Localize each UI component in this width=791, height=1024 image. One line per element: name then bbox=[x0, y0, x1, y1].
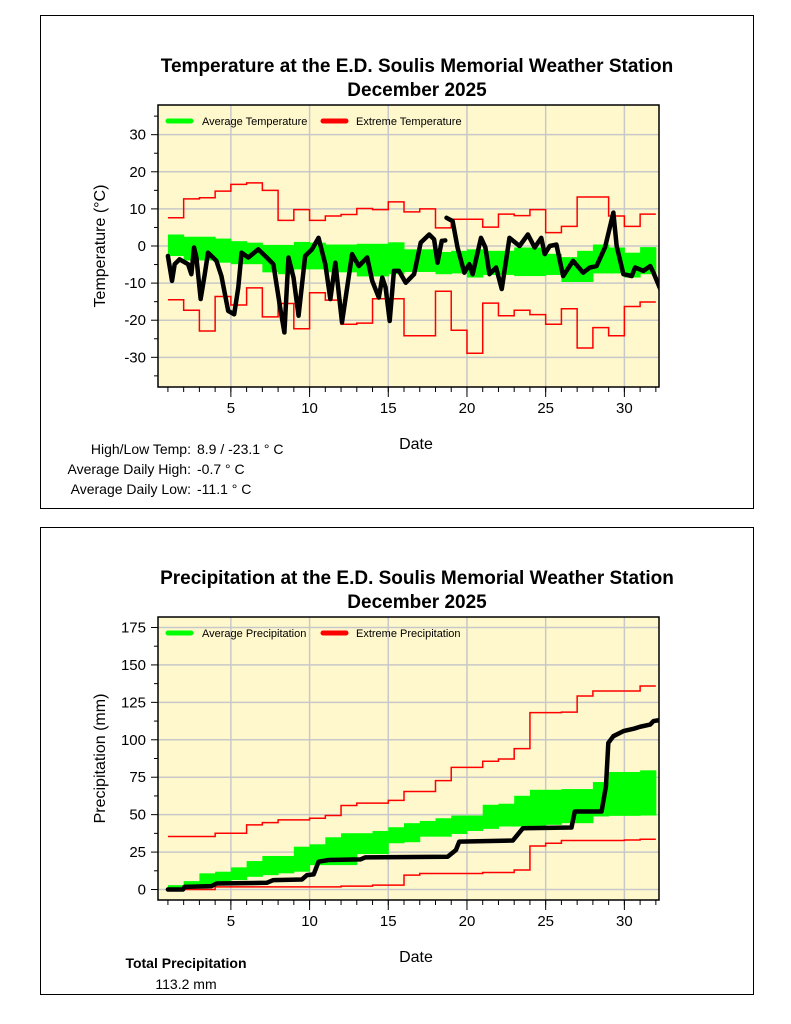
y-axis-label: Precipitation (mm) bbox=[92, 694, 109, 824]
average-band-day-20 bbox=[466, 815, 484, 831]
y-tick-label: 0 bbox=[138, 238, 146, 255]
precipitation-chart: Precipitation at the E.D. Soulis Memoria… bbox=[92, 568, 674, 992]
plot-border bbox=[157, 616, 660, 901]
average-band-day-16 bbox=[404, 823, 421, 843]
y-tick-label: 0 bbox=[138, 882, 146, 899]
y-tick-label: 30 bbox=[129, 127, 146, 144]
extreme-low-line bbox=[167, 287, 656, 354]
x-tick-label: 15 bbox=[380, 913, 397, 930]
chart-title: Precipitation at the E.D. Soulis Memoria… bbox=[160, 568, 674, 589]
chart-subtitle: December 2025 bbox=[347, 80, 487, 101]
observed-line bbox=[444, 210, 659, 292]
stat-value: -11.1 ° C bbox=[197, 481, 251, 497]
legend-label-average: Average Temperature bbox=[202, 116, 307, 128]
average-band-day-30 bbox=[624, 771, 641, 816]
extreme-high-line bbox=[167, 182, 656, 234]
average-band-day-13 bbox=[356, 833, 374, 855]
y-tick-label: -10 bbox=[124, 275, 146, 292]
observed-line bbox=[165, 232, 448, 335]
average-band-day-14 bbox=[372, 830, 389, 855]
plot-border bbox=[157, 104, 660, 388]
average-band-day-18 bbox=[435, 818, 452, 837]
total-precipitation-label: Total Precipitation bbox=[125, 955, 246, 971]
average-band-day-25 bbox=[545, 789, 562, 825]
plot-area bbox=[158, 617, 659, 900]
average-band-day-23 bbox=[514, 247, 531, 277]
stat-label: Average Daily High: bbox=[68, 461, 191, 477]
stat-value: 8.9 / -23.1 ° C bbox=[197, 441, 284, 457]
y-tick-label: 10 bbox=[129, 201, 146, 218]
legend-label-extreme: Extreme Temperature bbox=[356, 116, 462, 128]
extreme-low-line bbox=[167, 838, 656, 891]
extreme-high-line bbox=[167, 685, 656, 838]
y-axis-label: Temperature (°C) bbox=[92, 185, 109, 308]
stat-label: Average Daily Low: bbox=[71, 481, 191, 497]
average-band-day-23 bbox=[514, 795, 531, 827]
x-tick-label: 30 bbox=[616, 913, 633, 930]
average-band-day-14 bbox=[372, 243, 389, 277]
average-band-day-6 bbox=[246, 861, 263, 877]
y-tick-label: 175 bbox=[121, 619, 146, 636]
y-tick-label: 125 bbox=[121, 694, 146, 711]
y-tick-label: 20 bbox=[129, 164, 146, 181]
x-tick-label: 25 bbox=[537, 400, 554, 417]
x-tick-label: 10 bbox=[301, 400, 318, 417]
average-band-day-7 bbox=[262, 855, 279, 876]
temperature-chart: Temperature at the E.D. Soulis Memorial … bbox=[68, 56, 674, 497]
average-band-day-19 bbox=[451, 815, 468, 834]
x-tick-label: 10 bbox=[301, 913, 318, 930]
average-band-day-24 bbox=[529, 789, 547, 826]
average-band-day-30 bbox=[624, 252, 641, 278]
total-precipitation-value: 113.2 mm bbox=[155, 976, 216, 992]
observed-line bbox=[165, 717, 659, 892]
x-tick-label: 30 bbox=[616, 400, 633, 417]
average-band-day-4 bbox=[215, 871, 232, 884]
average-band-day-9 bbox=[293, 846, 311, 872]
y-tick-label: 150 bbox=[121, 657, 146, 674]
plot-area bbox=[158, 105, 659, 387]
average-band-day-27 bbox=[577, 250, 594, 282]
precipitation-chart-panel: Precipitation at the E.D. Soulis Memoria… bbox=[40, 527, 754, 995]
legend-label-average: Average Precipitation bbox=[202, 628, 306, 640]
average-band-day-22 bbox=[498, 803, 515, 827]
average-band-day-29 bbox=[608, 771, 625, 816]
average-band-day-12 bbox=[341, 833, 358, 866]
temperature-chart-panel: Temperature at the E.D. Soulis Memorial … bbox=[40, 15, 754, 509]
average-band-day-1 bbox=[167, 234, 185, 257]
average-band-day-15 bbox=[388, 242, 405, 275]
x-tick-label: 20 bbox=[459, 400, 476, 417]
average-band-day-31 bbox=[640, 770, 657, 816]
stat-value: -0.7 ° C bbox=[197, 461, 245, 477]
y-tick-label: -30 bbox=[124, 349, 146, 366]
x-tick-label: 20 bbox=[459, 913, 476, 930]
average-band-day-3 bbox=[199, 873, 216, 886]
x-tick-label: 15 bbox=[380, 400, 397, 417]
average-band-day-27 bbox=[577, 789, 594, 824]
average-band-day-24 bbox=[529, 247, 547, 277]
y-tick-label: 50 bbox=[129, 807, 146, 824]
average-band-day-17 bbox=[419, 249, 436, 272]
x-tick-label: 5 bbox=[227, 913, 235, 930]
y-tick-label: -20 bbox=[124, 312, 146, 329]
x-axis-label: Date bbox=[399, 949, 433, 966]
average-band-day-17 bbox=[419, 820, 436, 837]
stat-label: High/Low Temp: bbox=[91, 441, 191, 457]
x-axis-label: Date bbox=[399, 436, 433, 453]
y-tick-label: 75 bbox=[129, 769, 146, 786]
chart-title: Temperature at the E.D. Soulis Memorial … bbox=[161, 56, 673, 77]
x-tick-label: 25 bbox=[537, 913, 554, 930]
average-band-day-5 bbox=[230, 867, 248, 881]
average-band-day-8 bbox=[278, 855, 295, 874]
legend-label-extreme: Extreme Precipitation bbox=[356, 628, 461, 640]
x-tick-label: 5 bbox=[227, 400, 235, 417]
chart-subtitle: December 2025 bbox=[347, 592, 487, 613]
average-band-day-4 bbox=[215, 238, 232, 263]
y-tick-label: 25 bbox=[129, 844, 146, 861]
average-band-day-15 bbox=[388, 827, 405, 844]
average-band-day-21 bbox=[482, 804, 499, 829]
y-tick-label: 100 bbox=[121, 732, 146, 749]
